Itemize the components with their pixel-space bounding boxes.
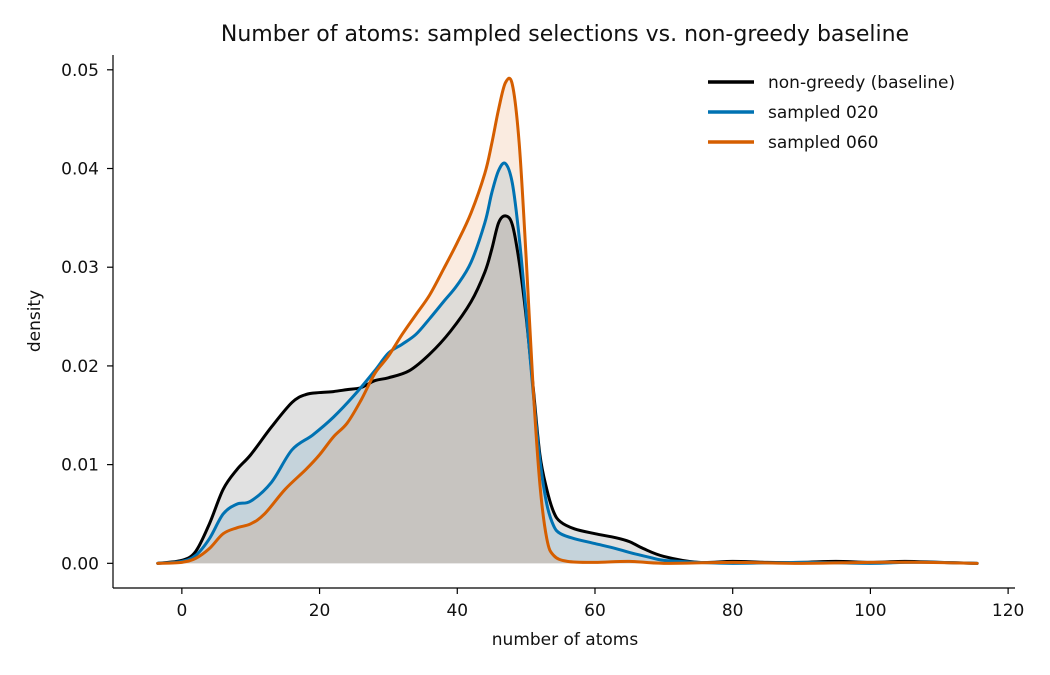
legend: non-greedy (baseline) sampled 020 sampled …	[708, 73, 955, 153]
x-tick-label: 120	[992, 601, 1024, 621]
legend-label-2: sampled 020	[768, 103, 878, 123]
y-axis-ticks: 0.00 0.01 0.02 0.03 0.04 0.05	[61, 61, 113, 574]
x-tick-label: 100	[854, 601, 886, 621]
x-tick-label: 80	[722, 601, 744, 621]
series-lines	[156, 76, 979, 565]
x-tick-label: 0	[176, 601, 187, 621]
x-axis-ticks: 0 20 40 60 80 100 120	[176, 588, 1024, 621]
series-line-3	[156, 76, 979, 565]
x-tick-label: 60	[584, 601, 606, 621]
legend-label-3: sampled 060	[768, 133, 878, 153]
series-line-2	[156, 161, 979, 565]
series-fills	[157, 78, 978, 564]
y-tick-label: 0.02	[61, 357, 99, 377]
y-tick-label: 0.00	[61, 554, 99, 574]
x-axis-label: number of atoms	[492, 630, 639, 650]
axes	[112, 55, 1015, 589]
y-tick-label: 0.03	[61, 258, 99, 278]
x-tick-label: 20	[309, 601, 331, 621]
y-axis-label: density	[25, 290, 45, 352]
y-tick-label: 0.05	[61, 61, 99, 81]
legend-label-1: non-greedy (baseline)	[768, 73, 955, 93]
chart-title: Number of atoms: sampled selections vs. …	[221, 22, 909, 47]
series-fill-2	[157, 162, 978, 564]
series-fill-3	[157, 78, 978, 564]
series-fill-1	[157, 215, 978, 564]
y-tick-label: 0.01	[61, 456, 99, 476]
y-tick-label: 0.04	[61, 160, 99, 180]
x-tick-label: 40	[446, 601, 468, 621]
